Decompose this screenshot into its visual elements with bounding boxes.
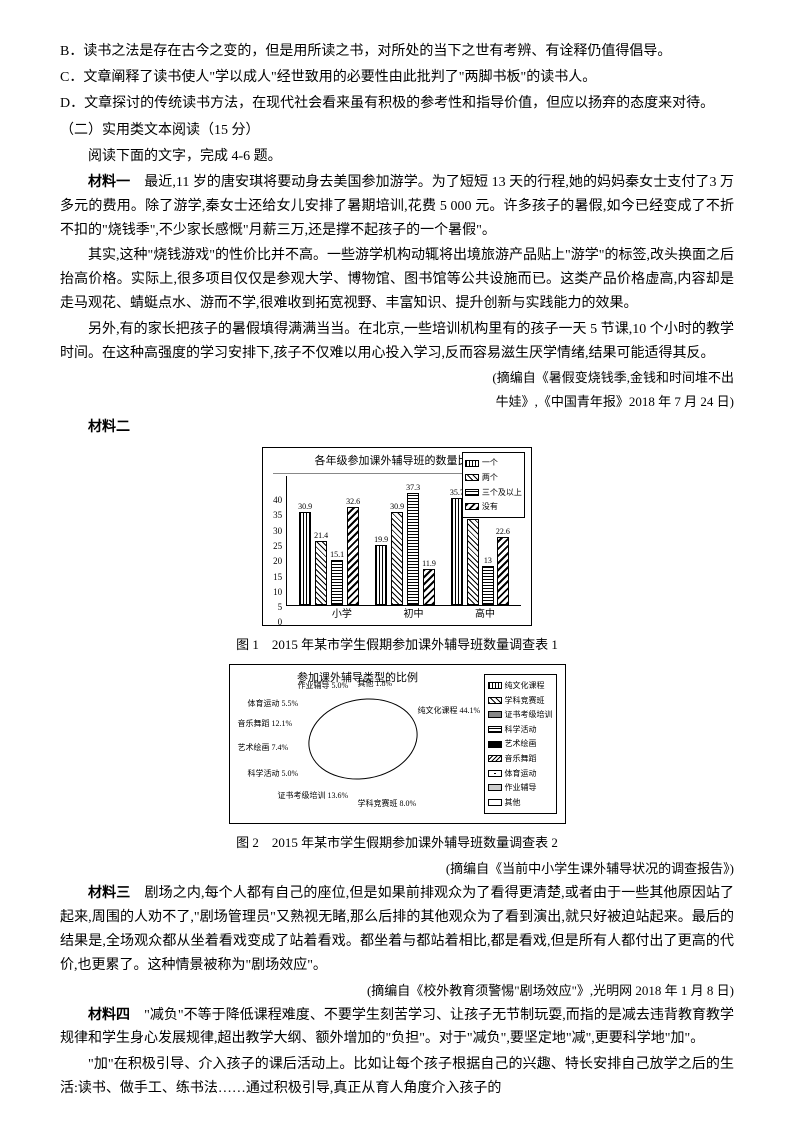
option-b: B．读书之法是存在古今之变的，但是用所读之书，对所处的当下之世有考辨、有诠释仍值…: [60, 40, 734, 64]
material3-p1-text: 剧场之内,每个人都有自己的座位,但是如果前排观众为了看得更清楚,或者由于一些其他…: [60, 886, 734, 972]
pie-legend: 纯文化课程学科竞赛班证书考级培训科学活动艺术绘画音乐舞蹈体育运动作业辅导其他: [484, 674, 557, 814]
pie-chart-container: 参加课外辅导类型的比例 纯文化课程 44.1%其他 1.8%作业辅导 5.0%体…: [60, 664, 734, 824]
x-labels: 小学初中高中: [286, 606, 521, 623]
material1-p1: 材料一 最近,11 岁的唐安琪将要动身去美国参加游学。为了短短 13 天的行程,…: [60, 171, 734, 242]
material4-label: 材料四: [88, 1008, 130, 1023]
bar-chart-legend: 一个两个三个及以上没有: [462, 452, 525, 517]
fig2-caption: 图 2 2015 年某市学生假期参加课外辅导班数量调查表 2: [60, 832, 734, 854]
material2-label: 材料二: [60, 416, 734, 440]
material1-p2: 其实,这种"烧钱游戏"的性价比并不高。一些游学机构动辄将出境旅游产品贴上"游学"…: [60, 244, 734, 315]
material3-label: 材料三: [88, 886, 130, 901]
material1-citation-2: 牛娃》,《中国青年报》2018 年 7 月 24 日): [60, 391, 734, 413]
bar-chart-container: 各年级参加课外辅导班的数量比例 一个两个三个及以上没有 403530252015…: [60, 447, 734, 626]
bar-chart: 各年级参加课外辅导班的数量比例 一个两个三个及以上没有 403530252015…: [262, 447, 532, 626]
option-d: D．文章探讨的传统读书方法，在现代社会看来虽有积极的参考性和指导价值，但应以扬弃…: [60, 92, 734, 116]
pie-chart: 参加课外辅导类型的比例 纯文化课程 44.1%其他 1.8%作业辅导 5.0%体…: [229, 664, 566, 824]
material4-p1: 材料四 "减负"不等于降低课程难度、不要学生刻苦学习、让孩子无节制玩耍,而指的是…: [60, 1004, 734, 1052]
material1-label: 材料一: [88, 175, 130, 190]
material3-p1: 材料三 剧场之内,每个人都有自己的座位,但是如果前排观众为了看得更清楚,或者由于…: [60, 882, 734, 977]
instruction: 阅读下面的文字，完成 4-6 题。: [60, 145, 734, 169]
material1-p1-text: 最近,11 岁的唐安琪将要动身去美国参加游学。为了短短 13 天的行程,她的妈妈…: [60, 175, 734, 238]
material3-citation: (摘编自《校外教育须警惕"剧场效应"》,光明网 2018 年 1 月 8 日): [60, 980, 734, 1002]
y-axis: 4035302520151050: [273, 493, 286, 623]
pie-ellipse: [301, 690, 423, 788]
fig1-caption: 图 1 2015 年某市学生假期参加课外辅导班数量调查表 1: [60, 634, 734, 656]
material1-p3: 另外,有的家长把孩子的暑假填得满满当当。在北京,一些培训机构里有的孩子一天 5 …: [60, 318, 734, 366]
option-c: C．文章阐释了读书使人"学以成人"经世致用的必要性由此批判了"两脚书板"的读书人…: [60, 66, 734, 90]
material4-p2: "加"在积极引导、介入孩子的课后活动上。比如让每个孩子根据自己的兴趣、特长安排自…: [60, 1053, 734, 1101]
fig2-citation: (摘编自《当前中小学生课外辅导状况的调查报告》): [60, 858, 734, 880]
material4-p1-text: "减负"不等于降低课程难度、不要学生刻苦学习、让孩子无节制玩耍,而指的是减去违背…: [60, 1008, 734, 1047]
material1-citation-1: (摘编自《暑假变烧钱季,金钱和时间堆不出: [60, 367, 734, 389]
section-heading: （二）实用类文本阅读（15 分）: [60, 119, 734, 143]
